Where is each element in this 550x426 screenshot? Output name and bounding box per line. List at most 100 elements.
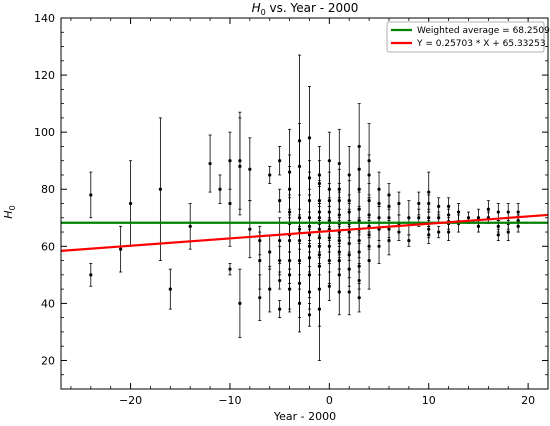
title-rest: vs. Year - 2000: [266, 1, 359, 15]
y-tick-label: 80: [41, 183, 55, 196]
point-marker: [337, 290, 341, 294]
point-marker: [258, 258, 262, 263]
data-point: [218, 174, 222, 204]
data-point: [347, 268, 351, 316]
point-marker: [268, 287, 272, 291]
point-marker: [427, 216, 431, 220]
point-marker: [427, 233, 431, 237]
point-marker: [128, 201, 133, 206]
legend: Weighted average = 68.2509 Y = 0.25703 *…: [386, 21, 550, 53]
point-marker: [268, 173, 272, 177]
data-point: [427, 225, 431, 244]
point-marker: [278, 278, 282, 283]
title-sub: 0: [261, 8, 266, 17]
point-marker: [188, 224, 192, 228]
point-marker: [397, 201, 401, 206]
point-marker: [516, 210, 520, 214]
point-marker: [297, 301, 302, 305]
x-tick-label: −10: [218, 394, 241, 407]
point-marker: [238, 301, 242, 305]
point-marker: [417, 216, 421, 220]
data-point: [228, 263, 232, 276]
point-marker: [447, 213, 451, 217]
x-tick-label: −20: [119, 394, 142, 407]
point-marker: [387, 239, 391, 243]
data-point: [238, 268, 242, 339]
data-point: [387, 225, 391, 256]
data-point: [506, 223, 510, 242]
data-point: [397, 191, 401, 216]
point-marker: [218, 187, 222, 191]
data-point: [89, 263, 93, 287]
y-tick-label: 40: [41, 297, 55, 310]
data-point: [407, 200, 411, 236]
point-marker: [168, 287, 172, 291]
data-point: [128, 160, 133, 247]
point-marker: [248, 227, 252, 231]
data-point: [496, 228, 500, 242]
point-marker: [377, 244, 381, 248]
point-marker: [119, 247, 123, 251]
legend-label-linear-fit: Y = 0.25703 * X + 65.33253: [416, 39, 546, 49]
point-marker: [347, 290, 351, 294]
legend-box: [386, 21, 545, 53]
y-tick-label: 100: [34, 126, 55, 139]
point-marker: [208, 161, 212, 166]
point-marker: [496, 210, 500, 214]
point-marker: [238, 164, 242, 168]
point-marker: [417, 201, 421, 206]
plot-frame: [60, 17, 549, 390]
point-marker: [387, 216, 391, 220]
data-point: [248, 200, 252, 259]
y-tick-label: 140: [34, 12, 55, 25]
data-point: [278, 245, 282, 276]
data-point: [447, 223, 451, 242]
title-main: H: [252, 1, 261, 15]
point-marker: [387, 204, 391, 208]
x-tick-label: 20: [521, 394, 535, 407]
point-marker: [278, 307, 282, 311]
point-marker: [496, 224, 500, 228]
point-marker: [258, 296, 262, 300]
point-marker: [347, 173, 351, 177]
data-point: [407, 234, 411, 247]
point-marker: [307, 313, 312, 317]
data-point: [297, 274, 302, 333]
point-marker: [297, 164, 302, 168]
data-point: [238, 117, 242, 216]
data-point: [168, 268, 172, 310]
point-marker: [427, 190, 431, 194]
data-point: [158, 117, 162, 261]
point-marker: [447, 204, 451, 208]
point-marker: [437, 230, 441, 234]
data-point: [278, 300, 282, 319]
point-marker: [337, 161, 341, 166]
y-axis-label: H0: [2, 205, 17, 218]
point-marker: [447, 230, 451, 234]
y-label-sub: 0: [8, 205, 17, 210]
point-marker: [278, 199, 282, 203]
data-point: [287, 268, 292, 310]
y-tick-label: 60: [41, 240, 55, 253]
data-point: [278, 271, 282, 290]
point-marker: [248, 167, 252, 171]
data-point: [268, 234, 272, 270]
point-marker: [228, 267, 232, 271]
point-marker: [287, 287, 292, 291]
data-point: [317, 257, 322, 361]
data-point: [228, 160, 232, 247]
data-point: [377, 228, 381, 264]
point-marker: [486, 207, 490, 211]
point-marker: [327, 258, 331, 263]
data-point: [307, 302, 312, 327]
point-marker: [407, 216, 411, 220]
point-marker: [357, 278, 361, 283]
point-marker: [476, 224, 481, 228]
data-point: [268, 265, 272, 313]
data-point: [89, 171, 93, 219]
data-point: [208, 134, 212, 193]
data-point: [367, 231, 371, 290]
x-axis-label: Year - 2000: [273, 410, 336, 423]
point-marker: [307, 136, 312, 140]
